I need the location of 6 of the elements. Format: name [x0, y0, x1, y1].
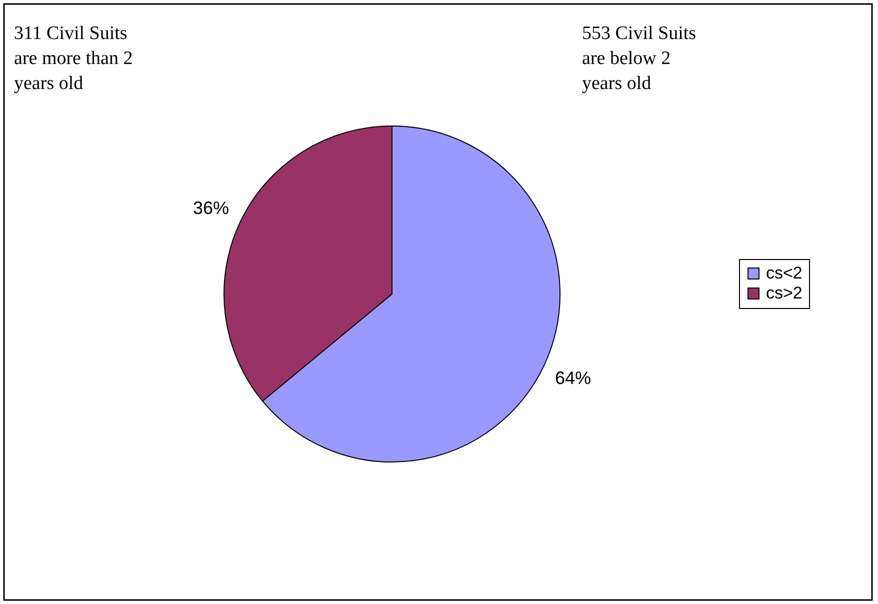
text: 553 Civil Suits are below 2 years old: [582, 23, 696, 94]
legend-label: cs>2: [766, 284, 802, 302]
legend-label: cs<2: [766, 264, 802, 282]
text: 311 Civil Suits are more than 2 years old: [14, 23, 133, 94]
data-label: 64%: [554, 368, 591, 388]
data-label: 36%: [193, 198, 230, 218]
